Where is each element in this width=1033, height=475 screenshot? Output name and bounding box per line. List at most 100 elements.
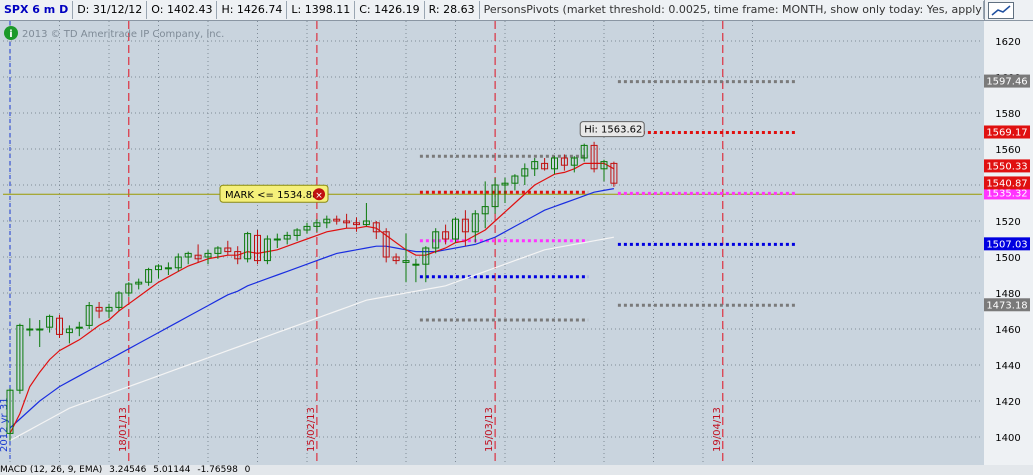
candle: [442, 224, 450, 245]
pivot-tag-label: 1473.18: [986, 300, 1027, 311]
chart-style-icon: [988, 2, 1014, 19]
date-readout: D: 31/12/12: [73, 1, 148, 19]
candle: [501, 177, 509, 203]
candle-body: [65, 328, 73, 334]
candle: [551, 156, 558, 175]
candle: [303, 222, 311, 234]
candle-body: [36, 328, 44, 331]
candle: [254, 230, 261, 265]
candle-body: [184, 252, 192, 258]
candle-body: [491, 184, 499, 208]
info-icon[interactable]: [4, 26, 18, 40]
chart-settings-button[interactable]: [984, 0, 1033, 21]
pivot-price-tag: 1473.18: [984, 298, 1030, 312]
candle: [481, 181, 489, 229]
copyright-label: 2013 © TD Ameritrade IP Company, Inc.: [22, 29, 224, 40]
candle-body: [452, 218, 459, 240]
candle-body: [501, 182, 509, 186]
date-label: 18/01/13: [118, 407, 129, 452]
candle-body: [412, 263, 420, 266]
candle-body: [362, 220, 370, 226]
pivot-price-tag: 1597.46: [984, 74, 1030, 88]
candle-body: [56, 317, 63, 335]
candle-body: [105, 306, 113, 312]
candle: [204, 249, 212, 265]
macd-value-3: -1.76598: [197, 465, 238, 475]
candle-body: [333, 218, 341, 222]
y-tick-label: 1460: [995, 325, 1020, 336]
candle: [46, 314, 54, 333]
candle-body: [560, 157, 568, 166]
candle: [155, 264, 162, 279]
candle-body: [135, 281, 143, 285]
candle: [234, 246, 242, 265]
pivot-tag-bg: [984, 186, 1030, 200]
candle-body: [204, 252, 212, 258]
candle-body: [75, 326, 83, 329]
symbol-label[interactable]: SPX 6 m D: [0, 1, 74, 19]
pivot-tag-bg: [984, 125, 1030, 139]
macd-label: MACD (12, 26, 9, EMA): [0, 465, 103, 475]
candle-body: [461, 218, 469, 233]
y-tick-label: 1440: [995, 361, 1020, 372]
candle-body: [521, 168, 529, 177]
candle: [85, 302, 93, 329]
candle: [174, 253, 182, 272]
candle: [422, 246, 430, 283]
date-label: 15/03/13: [484, 407, 495, 452]
candle-body: [343, 220, 351, 224]
price-tag-bg: [984, 159, 1030, 173]
candle-body: [600, 161, 608, 170]
candle-body: [155, 265, 162, 271]
candle: [244, 231, 252, 263]
candle: [214, 246, 222, 259]
candle-body: [273, 238, 281, 241]
candle-body: [145, 269, 153, 283]
candle: [164, 262, 172, 275]
candle: [471, 210, 479, 243]
candle: [293, 228, 301, 241]
candle-body: [46, 315, 54, 328]
candle-body: [432, 231, 440, 249]
date-label: 15/02/13: [306, 407, 317, 452]
mark-label: MARK <= 1534.88: [225, 190, 318, 201]
candle: [353, 217, 360, 232]
candle: [580, 143, 588, 162]
candle-body: [26, 328, 34, 331]
candle-body: [590, 144, 598, 170]
chart-header: SPX 6 m D D: 31/12/12 O: 1402.43 H: 1426…: [0, 0, 984, 21]
price-tag-label: 1540.87: [986, 178, 1027, 189]
mark-bubble: MARK <= 1534.88×: [219, 184, 329, 203]
price-chart[interactable]: 1620160015801560154015201500148014601440…: [0, 0, 1033, 465]
candle: [590, 141, 598, 173]
candle: [600, 159, 608, 182]
study-description[interactable]: PersonsPivots (market threshold: 0.0025,…: [480, 1, 984, 19]
candle-body: [402, 260, 410, 263]
date-label: 19/04/13: [712, 407, 723, 452]
candle-body: [214, 247, 222, 254]
pivot-tag-label: 1507.03: [986, 239, 1027, 250]
candle-body: [194, 254, 202, 260]
open-readout: O: 1402.43: [147, 1, 218, 19]
remove-mark-icon[interactable]: [313, 188, 325, 201]
candle-body: [244, 233, 252, 260]
pivot-tag-bg: [984, 74, 1030, 88]
date-label: 2012 yr 31: [0, 397, 10, 452]
range-readout: R: 28.63: [425, 1, 480, 19]
y-tick-label: 1500: [995, 253, 1020, 264]
candle-body: [303, 225, 311, 231]
macd-bar: MACD (12, 26, 9, EMA) 3.24546 5.01144 -1…: [0, 465, 1033, 475]
candle-body: [511, 175, 519, 184]
candle: [531, 158, 539, 176]
low-readout: L: 1398.11: [287, 1, 356, 19]
y-tick-label: 1560: [995, 145, 1020, 156]
candle: [541, 158, 549, 171]
candle-body: [570, 157, 578, 166]
candle: [511, 174, 519, 191]
candle-body: [283, 234, 291, 240]
candle-body: [164, 267, 172, 270]
candle: [521, 163, 529, 185]
candle-body: [125, 283, 133, 294]
candle-body: [353, 222, 360, 226]
